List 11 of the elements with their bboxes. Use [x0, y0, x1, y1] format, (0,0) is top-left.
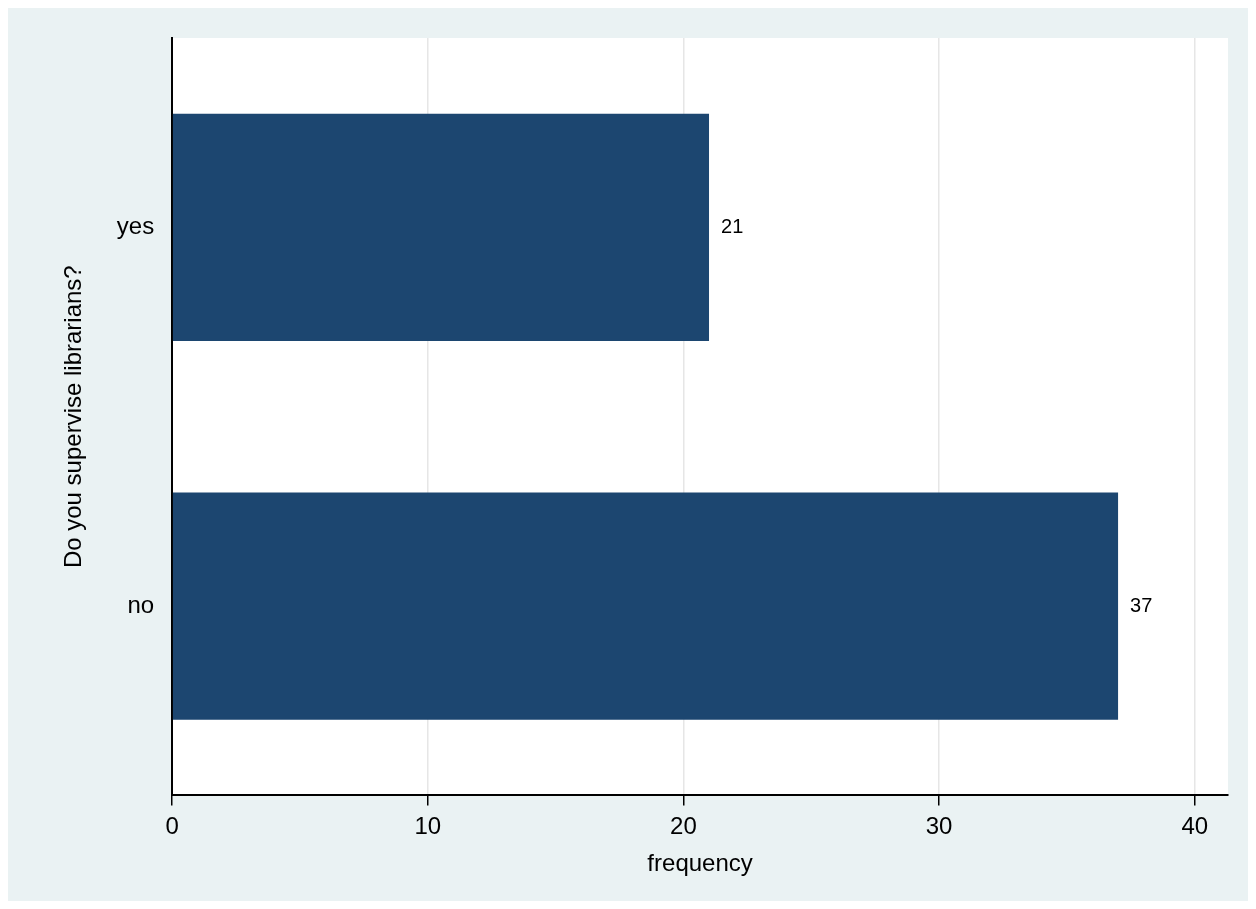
y-tick-label: no [127, 590, 155, 618]
x-tick-label: 10 [414, 812, 442, 840]
data-label: 37 [1130, 593, 1153, 616]
x-tick-label: 40 [1181, 812, 1209, 840]
x-tick-label: 30 [925, 812, 953, 840]
x-tick-label: 0 [165, 812, 179, 840]
data-label: 21 [721, 214, 744, 237]
x-tick-label: 20 [670, 812, 697, 840]
y-tick-label: yes [116, 211, 155, 239]
y-axis-title: Do you supervise librarians? [59, 265, 87, 569]
x-axis-title: frequency [647, 849, 753, 877]
